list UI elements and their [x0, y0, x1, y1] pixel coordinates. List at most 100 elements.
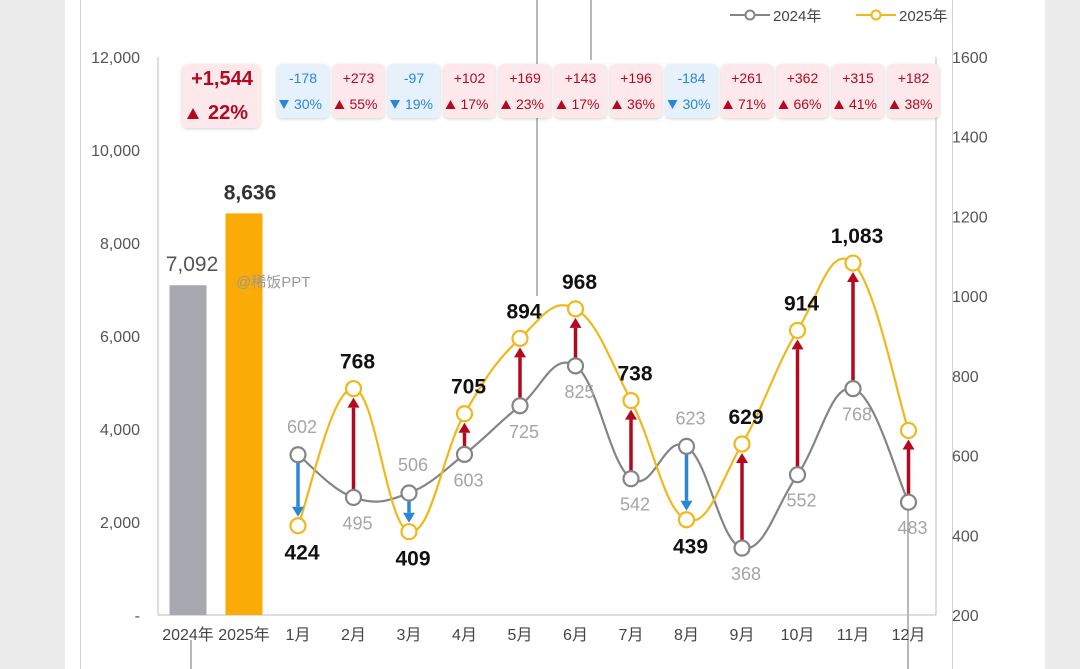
- annual-bar-2025年: [225, 213, 263, 615]
- delta-pct: 66%: [793, 96, 821, 112]
- label-2025: 1,083: [831, 225, 884, 248]
- up-arrow-icon: [736, 453, 748, 464]
- point-2025: [844, 254, 862, 272]
- right-tick-label: 200: [952, 608, 979, 625]
- label-2025: 894: [506, 300, 541, 323]
- point-2025: [788, 321, 807, 340]
- up-arrow-icon: [569, 317, 582, 328]
- x-tick-label: 7月: [619, 627, 644, 644]
- delta-value: -178: [289, 70, 317, 86]
- label-2024: 542: [620, 495, 650, 515]
- line-2024: [297, 361, 910, 550]
- x-tick-label: 5月: [508, 627, 533, 644]
- right-tick-label: 1600: [952, 50, 988, 67]
- delta-box: [776, 64, 829, 118]
- point-2024: [622, 470, 640, 488]
- point-2025: [455, 405, 474, 423]
- point-2025: [899, 421, 918, 440]
- delta-value: +102: [454, 70, 486, 86]
- line-2025: [296, 257, 910, 533]
- delta-pct: 38%: [904, 96, 932, 112]
- delta-value: +362: [787, 70, 819, 86]
- up-arrow-icon: [458, 422, 471, 433]
- delta-value: +315: [842, 70, 874, 86]
- summary-up-icon: [187, 108, 199, 119]
- label-2024: 768: [842, 405, 872, 425]
- x-tick-label: 9月: [730, 627, 755, 644]
- x-tick-label: 2024年: [162, 626, 214, 644]
- point-2025: [289, 517, 307, 535]
- delta-value: +169: [509, 70, 541, 86]
- label-2024: 368: [731, 564, 761, 584]
- up-arrow-icon: [514, 347, 526, 358]
- right-tick-label: 1200: [952, 209, 988, 226]
- label-2025: 629: [728, 406, 763, 429]
- up-triangle-icon: [556, 100, 567, 109]
- delta-value: +273: [343, 70, 375, 86]
- x-tick-label: 8月: [674, 627, 699, 644]
- x-tick-label: 2025年: [218, 626, 270, 644]
- point-2025: [511, 329, 529, 347]
- left-tick-label: -: [135, 608, 140, 625]
- legend: 2024年 2025年: [730, 8, 947, 25]
- delta-box: [332, 64, 385, 118]
- monthly-points: [289, 254, 918, 557]
- label-2025: 738: [617, 363, 652, 386]
- down-arrow-icon: [292, 506, 304, 517]
- annual-bars: 7,092 8,636: [166, 181, 277, 615]
- point-2024: [455, 445, 474, 463]
- point-2024: [400, 484, 418, 502]
- delta-value: -97: [404, 70, 424, 86]
- down-triangle-icon: [279, 100, 289, 109]
- label-2024: 506: [398, 455, 428, 475]
- down-triangle-icon: [667, 100, 678, 109]
- delta-pct: 17%: [460, 96, 488, 112]
- legend-label-2024: 2024年: [773, 8, 821, 25]
- delta-pct: 36%: [627, 96, 655, 112]
- point-2024: [289, 446, 307, 464]
- delta-box: [277, 64, 329, 118]
- point-2024: [733, 539, 751, 557]
- down-triangle-icon: [390, 100, 400, 109]
- down-arrow-icon: [680, 500, 693, 511]
- x-axis-ticks: 2024年 2025年 1月 2月 3月 4月 5月 6月 7月 8月 9月 10月 11月 12月: [162, 626, 925, 644]
- watermark-text: @稀饭PPT: [236, 274, 310, 291]
- annual-bar-2024年: [169, 285, 207, 615]
- x-tick-label: 6月: [563, 627, 588, 644]
- label-2025: 409: [395, 548, 430, 571]
- summary-diff: +1,544: [191, 68, 254, 90]
- x-tick-label: 10月: [781, 627, 815, 644]
- label-2025: 968: [562, 271, 597, 294]
- delta-pct: 41%: [849, 96, 877, 112]
- x-tick-label: 3月: [397, 627, 422, 644]
- monthly-arrows: [292, 272, 915, 541]
- up-arrow-icon: [791, 339, 804, 350]
- summary-box: [182, 64, 260, 128]
- chart-frame: [80, 0, 953, 669]
- delta-box: [610, 64, 662, 118]
- up-triangle-icon: [445, 100, 456, 109]
- left-tick-label: 8,000: [100, 236, 140, 253]
- up-triangle-icon: [501, 100, 511, 109]
- x-tick-label: 2月: [341, 627, 366, 644]
- label-2024: 483: [897, 518, 927, 538]
- left-tick-label: 4,000: [100, 422, 140, 439]
- delta-pct: 55%: [349, 96, 377, 112]
- annual-bar-label: 8,636: [224, 181, 277, 204]
- point-2025: [622, 391, 640, 410]
- x-tick-label: 4月: [452, 627, 477, 644]
- delta-box: [388, 64, 440, 118]
- delta-value: +143: [565, 70, 597, 86]
- delta-box: [554, 64, 607, 118]
- point-2024: [844, 380, 862, 398]
- label-2024: 725: [509, 422, 539, 442]
- delta-box: [832, 64, 884, 118]
- point-2025: [344, 380, 363, 398]
- delta-pct: 23%: [516, 96, 544, 112]
- delta-pct: 30%: [682, 96, 710, 112]
- label-2024: 602: [287, 417, 317, 437]
- left-tick-label: 2,000: [100, 515, 140, 532]
- delta-pct: 71%: [738, 96, 766, 112]
- right-tick-label: 600: [952, 449, 979, 466]
